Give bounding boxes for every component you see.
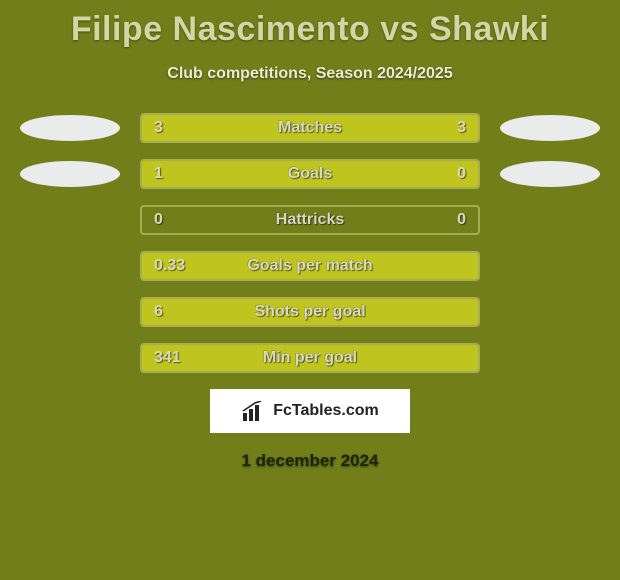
stat-value-left: 1 xyxy=(154,165,163,183)
content: Filipe Nascimento vs Shawki Club competi… xyxy=(0,0,620,580)
player-right-icon xyxy=(500,115,600,141)
stat-bar: 1 0 Goals xyxy=(140,159,480,189)
subtitle: Club competitions, Season 2024/2025 xyxy=(167,65,452,83)
stat-row: 1 0 Goals xyxy=(0,159,620,189)
stat-label: Shots per goal xyxy=(254,303,365,321)
stat-row: 3 3 Matches xyxy=(0,113,620,143)
stat-value-right: 0 xyxy=(457,211,466,229)
stat-value-left: 0.33 xyxy=(154,257,185,275)
stat-label: Goals per match xyxy=(247,257,372,275)
stat-row: 6 Shots per goal xyxy=(0,297,620,327)
stat-label: Matches xyxy=(278,119,342,137)
logo-text: FcTables.com xyxy=(273,402,379,420)
stat-bar-left-fill xyxy=(142,161,401,187)
stat-value-right: 0 xyxy=(457,165,466,183)
player-left-icon xyxy=(20,161,120,187)
stat-value-right: 3 xyxy=(457,119,466,137)
stat-bar: 341 Min per goal xyxy=(140,343,480,373)
stat-value-left: 0 xyxy=(154,211,163,229)
footer-date: 1 december 2024 xyxy=(241,451,378,471)
player-right-icon xyxy=(500,161,600,187)
stat-row: 0.33 Goals per match xyxy=(0,251,620,281)
stat-bar: 6 Shots per goal xyxy=(140,297,480,327)
stat-bar: 0 0 Hattricks xyxy=(140,205,480,235)
stat-bar: 3 3 Matches xyxy=(140,113,480,143)
stat-label: Hattricks xyxy=(276,211,344,229)
stat-row: 0 0 Hattricks xyxy=(0,205,620,235)
stat-label: Min per goal xyxy=(263,349,357,367)
logo-box[interactable]: FcTables.com xyxy=(210,389,410,433)
stat-row: 341 Min per goal xyxy=(0,343,620,373)
stat-rows: 3 3 Matches 1 0 Goals 0 0 Hattricks 0.33 Goals per… xyxy=(0,113,620,373)
stat-bar: 0.33 Goals per match xyxy=(140,251,480,281)
stat-bar-right-fill xyxy=(401,161,478,187)
stat-label: Goals xyxy=(288,165,332,183)
page-title: Filipe Nascimento vs Shawki xyxy=(71,10,549,49)
player-left-icon xyxy=(20,115,120,141)
chart-icon xyxy=(241,401,267,421)
stat-value-left: 3 xyxy=(154,119,163,137)
stat-value-left: 341 xyxy=(154,349,181,367)
stat-value-left: 6 xyxy=(154,303,163,321)
